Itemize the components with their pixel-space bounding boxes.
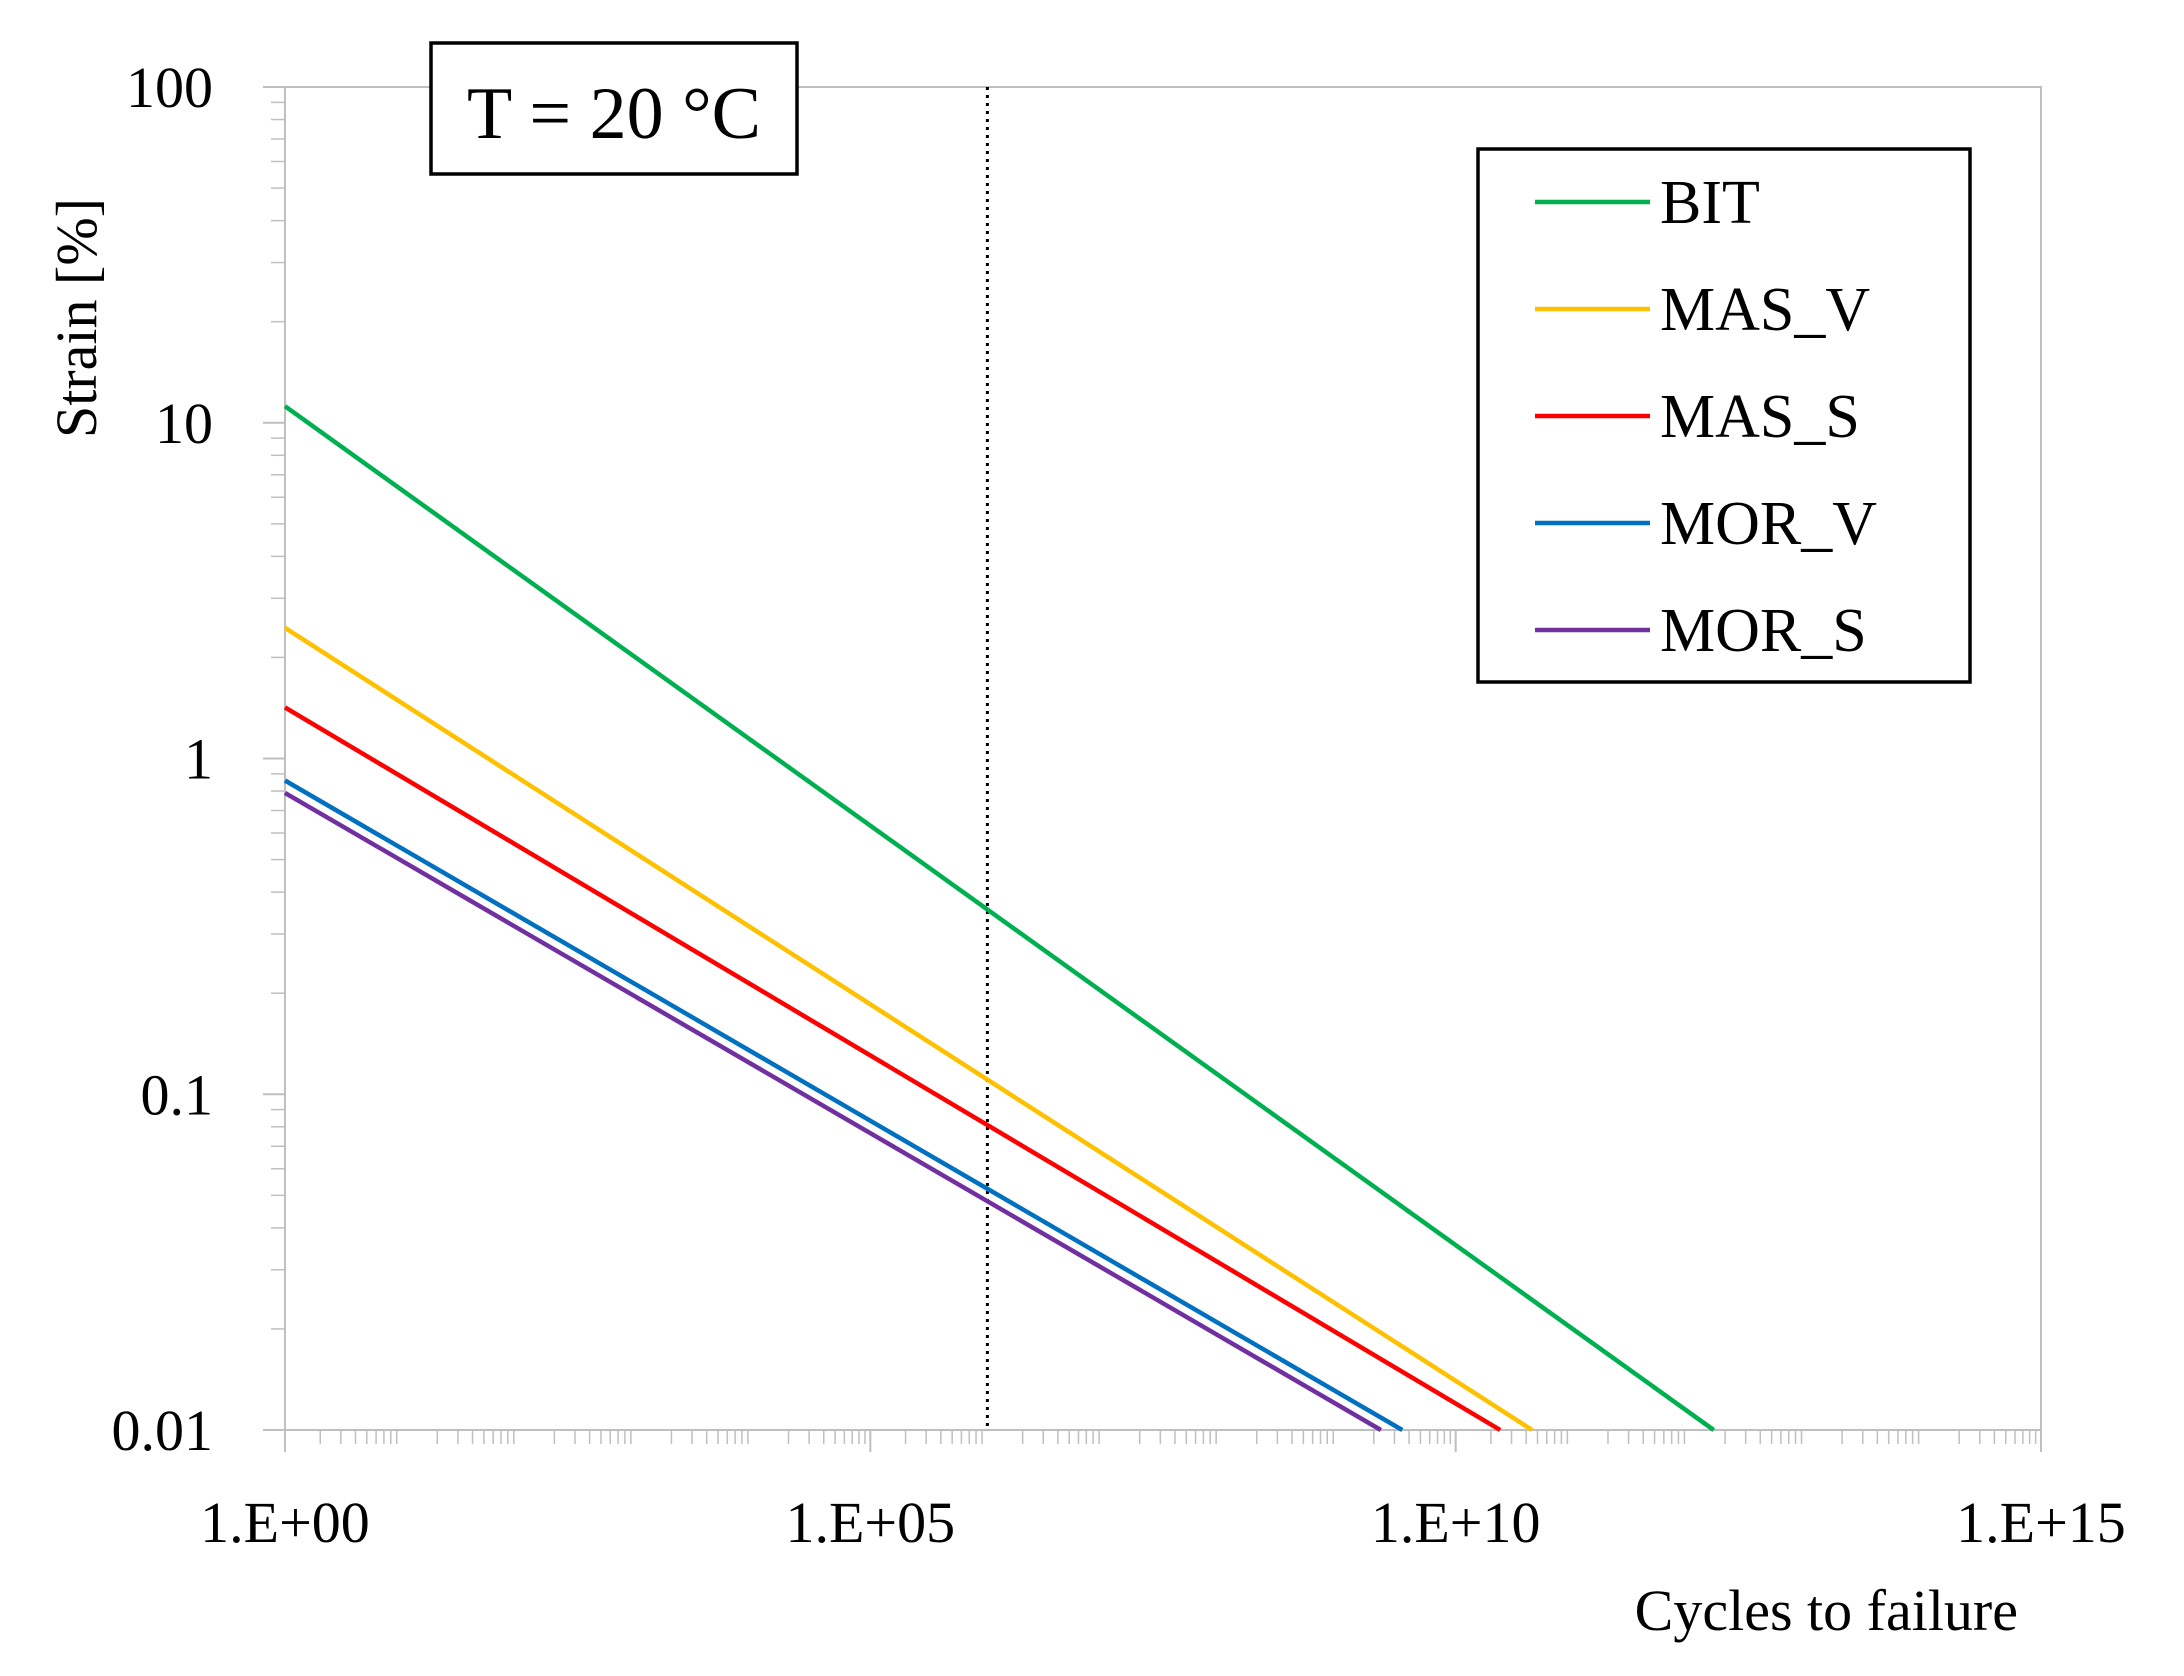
legend-label-bit: BIT	[1660, 169, 1760, 237]
temperature-annotation: T = 20 °C	[429, 41, 799, 176]
series-line-bit	[283, 404, 1716, 1432]
x-tick-label: 1.E+05	[786, 1490, 956, 1555]
series-lines	[283, 404, 1716, 1432]
x-tick-labels: 1.E+00 1.E+05 1.E+10 1.E+15	[200, 1490, 2126, 1555]
y-axis-label: Strain [%]	[44, 198, 109, 438]
x-tick-label: 1.E+00	[200, 1490, 370, 1555]
annotation-text: T = 20 °C	[467, 73, 761, 155]
series-line-mas-s	[283, 705, 1502, 1432]
x-tick-label: 1.E+10	[1371, 1490, 1541, 1555]
y-tick-label: 1	[184, 727, 213, 792]
series-line-mas-v	[283, 625, 1534, 1432]
series-line-mor-v	[283, 778, 1404, 1432]
x-axis-label: Cycles to failure	[1635, 1578, 2018, 1643]
x-tick-label: 1.E+15	[1956, 1490, 2126, 1555]
y-tick-label: 0.01	[112, 1398, 214, 1463]
minor-ticks	[271, 101, 2037, 1444]
legend-label-mas-v: MAS_V	[1660, 276, 1870, 344]
legend-label-mas-s: MAS_S	[1660, 383, 1860, 451]
series-line-mor-s	[283, 790, 1383, 1432]
y-tick-label: 0.1	[141, 1062, 214, 1127]
y-tick-label: 10	[155, 391, 213, 456]
y-tick-labels: 0.01 0.1 1 10 100	[112, 55, 214, 1463]
major-ticks	[263, 86, 2042, 1452]
annotation-box	[429, 41, 799, 176]
legend: BIT MAS_V MAS_S MOR_V MOR_S	[1476, 147, 1972, 684]
y-tick-label: 100	[126, 55, 213, 120]
legend-label-mor-s: MOR_S	[1660, 597, 1867, 665]
legend-label-mor-v: MOR_V	[1660, 490, 1877, 558]
